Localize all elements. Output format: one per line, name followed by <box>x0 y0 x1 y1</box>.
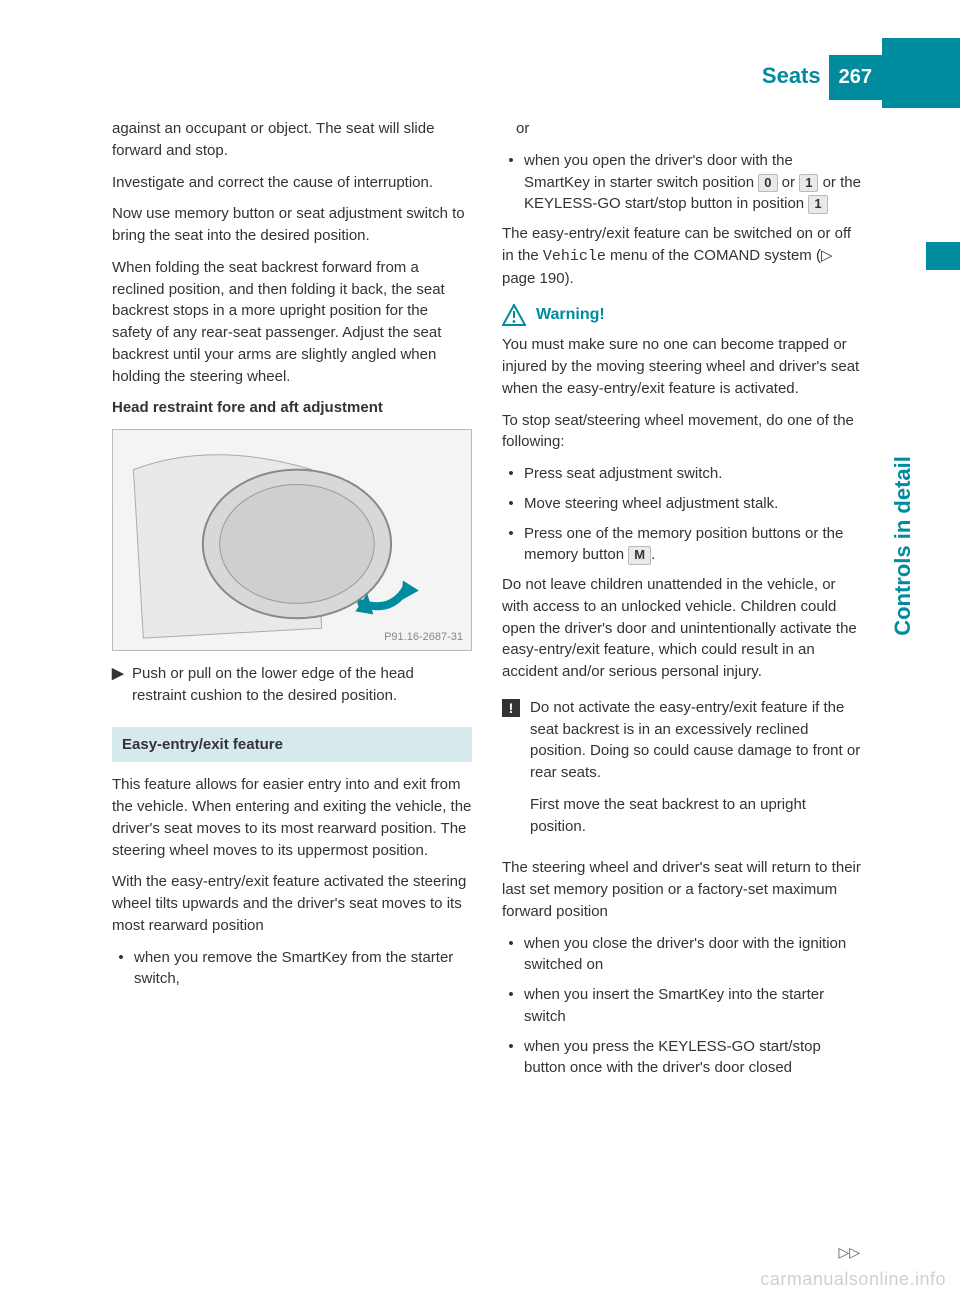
bullet-text: Press seat adjustment switch. <box>524 463 722 485</box>
body-text: With the easy-entry/exit feature activat… <box>112 871 472 936</box>
bullet-item: Press one of the memory position buttons… <box>502 523 862 567</box>
page-header: Seats 267 <box>762 55 882 100</box>
subheading: Head restraint fore and aft adjustment <box>112 397 472 419</box>
bullet-text: when you close the driver's door with th… <box>524 933 862 977</box>
left-column: against an occupant or object. The seat … <box>112 118 472 1087</box>
bullet-item: when you remove the SmartKey from the st… <box>112 947 472 991</box>
note-text: First move the seat backrest to an uprig… <box>530 794 862 838</box>
note-body: Do not activate the easy-entry/exit feat… <box>530 697 862 848</box>
body-text: Now use memory button or seat adjustment… <box>112 203 472 247</box>
instruction-text: Push or pull on the lower edge of the he… <box>132 663 472 707</box>
body-text: or <box>502 118 862 140</box>
figure-caption: P91.16-2687-31 <box>384 630 463 646</box>
caution-icon: ! <box>502 699 520 717</box>
instruction-arrow-icon: ▶ <box>112 663 124 707</box>
bullet-item: when you press the KEYLESS-GO start/stop… <box>502 1036 862 1080</box>
text-fragment: Press one of the memory position buttons… <box>524 525 843 564</box>
vertical-section-label: Controls in detail <box>887 456 919 636</box>
bullet-item: Press seat adjustment switch. <box>502 463 862 485</box>
bullet-text: when you insert the SmartKey into the st… <box>524 984 862 1028</box>
note-block: ! Do not activate the easy-entry/exit fe… <box>502 697 862 848</box>
section-title: Seats <box>762 60 821 92</box>
menu-name: Vehicle <box>543 248 606 265</box>
page-number: 267 <box>829 55 882 100</box>
vertical-label-wrap: Controls in detail <box>888 270 918 530</box>
continue-indicator: ▷▷ <box>838 1242 860 1262</box>
section-heading-bar: Easy-entry/exit feature <box>112 727 472 763</box>
bullet-text: Press one of the memory position buttons… <box>524 523 862 567</box>
key-m: M <box>628 546 651 565</box>
bullet-text: Move steering wheel adjustment stalk. <box>524 493 778 515</box>
text-fragment: when you open the driver's door with the… <box>524 152 793 191</box>
warning-header: Warning! <box>502 303 862 326</box>
content-area: against an occupant or object. The seat … <box>112 118 862 1087</box>
instruction-item: ▶ Push or pull on the lower edge of the … <box>112 663 472 707</box>
body-text: The easy-entry/exit feature can be switc… <box>502 223 862 289</box>
right-column: or when you open the driver's door with … <box>502 118 862 1087</box>
body-text: When folding the seat backrest forward f… <box>112 257 472 388</box>
head-restraint-figure: P91.16-2687-31 <box>112 429 472 651</box>
warning-text: Do not leave children unattended in the … <box>502 574 862 683</box>
body-text: This feature allows for easier entry int… <box>112 774 472 861</box>
key-0: 0 <box>758 174 777 193</box>
bullet-item: when you insert the SmartKey into the st… <box>502 984 862 1028</box>
text-fragment: or <box>778 174 800 191</box>
key-1: 1 <box>808 195 827 214</box>
header-teal-block <box>882 38 960 108</box>
warning-text: You must make sure no one can become tra… <box>502 334 862 399</box>
body-text: Investigate and correct the cause of int… <box>112 172 472 194</box>
bullet-item: Move steering wheel adjustment stalk. <box>502 493 862 515</box>
key-1: 1 <box>799 174 818 193</box>
note-text: Do not activate the easy-entry/exit feat… <box>530 697 862 784</box>
bullet-text: when you open the driver's door with the… <box>524 150 862 215</box>
head-restraint-illustration <box>113 430 471 650</box>
warning-triangle-icon <box>502 304 526 326</box>
body-text: The steering wheel and driver's seat wil… <box>502 857 862 922</box>
bullet-text: when you press the KEYLESS-GO start/stop… <box>524 1036 862 1080</box>
bullet-text: when you remove the SmartKey from the st… <box>134 947 472 991</box>
side-tab <box>926 242 960 270</box>
bullet-item: when you open the driver's door with the… <box>502 150 862 215</box>
bullet-item: when you close the driver's door with th… <box>502 933 862 977</box>
warning-label: Warning! <box>536 303 605 326</box>
warning-text: To stop seat/steering wheel movement, do… <box>502 410 862 454</box>
body-text: against an occupant or object. The seat … <box>112 118 472 162</box>
watermark: carmanualsonline.info <box>760 1266 946 1292</box>
text-fragment: . <box>651 546 655 563</box>
